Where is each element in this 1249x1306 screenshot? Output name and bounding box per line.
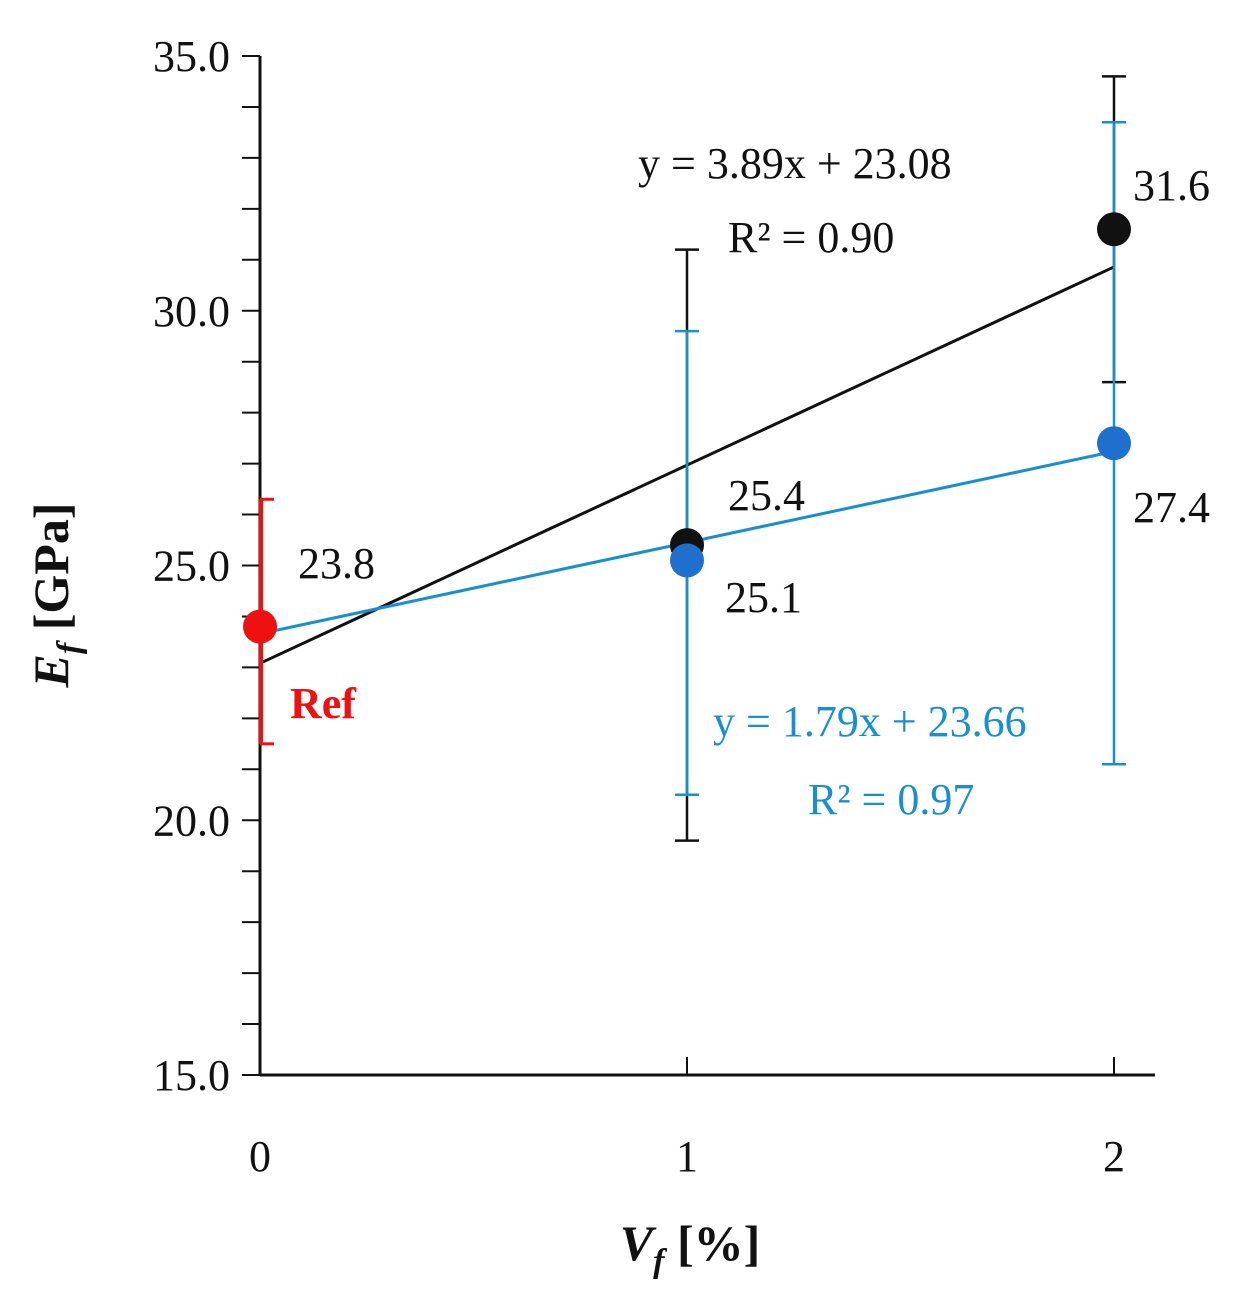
x-tick-label: 1 [676, 1132, 698, 1181]
data-label-black-1: 25.4 [728, 471, 805, 520]
ref-label: Ref [290, 679, 357, 728]
x-tick-label: 2 [1103, 1132, 1125, 1181]
point-blue-1 [670, 543, 704, 578]
y-tick-label: 30.0 [153, 287, 230, 336]
trend-equation-blue: y = 1.79x + 23.66 [713, 697, 1027, 746]
data-label-black-2: 31.6 [1133, 161, 1210, 210]
data-label-blue-1: 25.1 [725, 573, 802, 622]
ticks-layer: 15.0 20.0 25.0 30.0 35.0 0 1 2 [153, 32, 1125, 1181]
x-tick-label: 0 [249, 1132, 271, 1181]
point-blue-2 [1097, 426, 1131, 461]
point-black-2 [1097, 212, 1131, 247]
point-ref [243, 609, 277, 644]
data-label-blue-2: 27.4 [1133, 483, 1210, 532]
axes-layer [258, 56, 1155, 1077]
y-axis-title: Ef [GPa] [23, 503, 88, 689]
y-tick-label: 35.0 [153, 32, 230, 81]
labels-layer: 23.8 Ref 25.4 31.6 25.1 27.4 y = 3.89x +… [290, 139, 1210, 824]
points-layer [243, 212, 1131, 644]
data-label-ref: 23.8 [298, 539, 375, 588]
y-tick-label: 15.0 [153, 1051, 230, 1100]
trend-r2-blue: R² = 0.97 [808, 775, 974, 824]
trend-r2-black: R² = 0.90 [728, 213, 894, 262]
y-tick-label: 25.0 [153, 542, 230, 591]
x-axis-title: Vf [%] [620, 1215, 761, 1280]
trend-equation-black: y = 3.89x + 23.08 [638, 139, 952, 188]
y-tick-label: 20.0 [153, 796, 230, 845]
